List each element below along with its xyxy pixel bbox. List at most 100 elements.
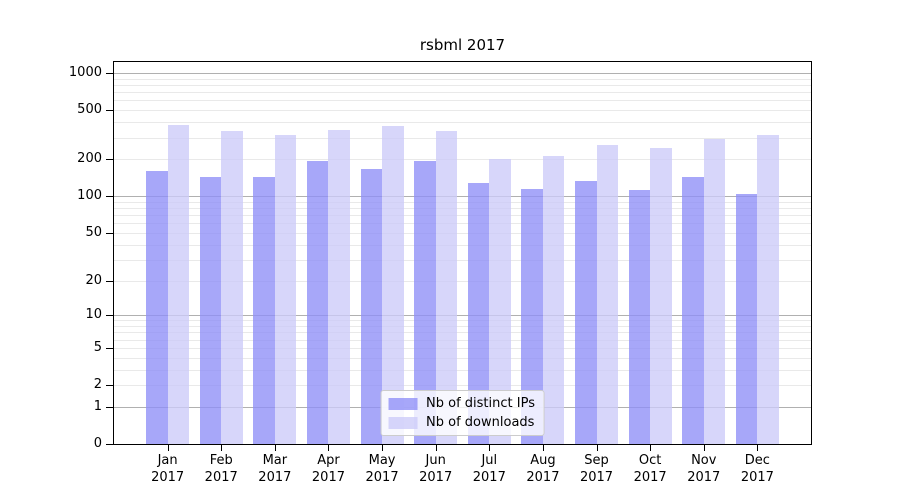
x-tick-mark-dec xyxy=(757,445,759,451)
y-tick-mark-0 xyxy=(106,444,113,445)
y-tick-mark-1 xyxy=(106,406,113,408)
gridline-500 xyxy=(114,110,811,112)
bar-ips-apr xyxy=(307,160,329,444)
gridline-5 xyxy=(114,347,811,349)
legend: Nb of distinct IPs Nb of downloads xyxy=(380,390,545,436)
x-tick-label-aug: Aug 2017 xyxy=(526,453,560,485)
gridline-40 xyxy=(114,244,811,246)
legend-swatch-downloads xyxy=(388,416,418,429)
bar-ips-feb xyxy=(199,176,222,444)
y-tick-label-500: 500 xyxy=(77,102,102,118)
gridline-8 xyxy=(114,326,811,327)
legend-swatch-distinct-ips xyxy=(388,397,418,410)
bar-downloads-dec xyxy=(757,135,779,444)
chart-title: rsbml 2017 xyxy=(419,36,506,54)
y-tick-mark-20 xyxy=(106,280,113,282)
y-tick-mark-500 xyxy=(106,110,113,112)
y-tick-label-100: 100 xyxy=(77,188,102,204)
plot-area: Nb of distinct IPs Nb of downloads xyxy=(113,61,812,445)
x-tick-mark-oct xyxy=(650,445,652,451)
y-tick-mark-2 xyxy=(106,385,113,386)
x-tick-mark-mar xyxy=(274,445,276,451)
bar-ips-nov xyxy=(682,177,704,444)
gridline-9 xyxy=(114,320,811,322)
bar-ips-oct xyxy=(628,190,651,444)
gridline-900 xyxy=(114,78,811,80)
gridline-30 xyxy=(114,259,811,261)
x-tick-label-feb: Feb 2017 xyxy=(204,453,238,485)
legend-entry-downloads: Nb of downloads xyxy=(388,415,535,430)
gridline-700 xyxy=(114,92,811,94)
bar-ips-jan xyxy=(146,171,168,444)
y-tick-mark-200 xyxy=(106,159,113,161)
gridline-7 xyxy=(114,332,811,334)
bar-ips-jun xyxy=(414,160,436,444)
x-tick-label-apr: Apr 2017 xyxy=(311,453,345,485)
gridline-50 xyxy=(114,232,811,234)
x-tick-label-oct: Oct 2017 xyxy=(633,453,667,485)
gridline-400 xyxy=(114,122,811,124)
gridline-100 xyxy=(114,196,811,198)
bar-ips-aug xyxy=(521,188,543,444)
bar-downloads-oct xyxy=(650,148,672,444)
y-tick-label-10: 10 xyxy=(85,307,102,323)
gridline-80 xyxy=(114,208,811,210)
bar-downloads-jul xyxy=(489,159,511,444)
y-tick-label-50: 50 xyxy=(85,224,102,240)
y-tick-mark-5 xyxy=(106,347,113,349)
x-tick-label-nov: Nov 2017 xyxy=(687,453,721,485)
y-tick-label-1: 1 xyxy=(93,398,102,414)
bar-downloads-jan xyxy=(167,124,190,444)
y-tick-label-0: 0 xyxy=(93,436,102,451)
x-tick-label-dec: Dec 2017 xyxy=(740,453,774,485)
bar-downloads-may xyxy=(382,125,404,444)
bar-downloads-feb xyxy=(221,130,243,444)
legend-label-downloads: Nb of downloads xyxy=(426,415,535,430)
y-tick-mark-50 xyxy=(106,232,113,234)
gridline-2 xyxy=(114,385,811,386)
legend-label-distinct-ips: Nb of distinct IPs xyxy=(426,396,535,411)
y-tick-label-5: 5 xyxy=(93,339,102,355)
bar-downloads-jun xyxy=(435,131,458,444)
x-tick-mark-jun xyxy=(435,445,437,451)
x-tick-label-may: May 2017 xyxy=(365,453,399,485)
gridline-6 xyxy=(114,339,811,341)
legend-entry-distinct-ips: Nb of distinct IPs xyxy=(388,396,535,411)
y-tick-mark-100 xyxy=(106,196,113,198)
gridline-90 xyxy=(114,201,811,203)
y-tick-mark-10 xyxy=(106,315,113,317)
y-tick-label-1000: 1000 xyxy=(68,64,102,80)
gridline-200 xyxy=(114,159,811,161)
x-tick-mark-jul xyxy=(489,445,491,451)
x-tick-mark-jan xyxy=(167,445,169,451)
gridline-800 xyxy=(114,84,811,86)
bar-downloads-nov xyxy=(703,138,726,444)
x-tick-mark-may xyxy=(382,445,384,451)
x-tick-mark-sep xyxy=(596,445,598,451)
gridline-300 xyxy=(114,137,811,139)
gridline-3 xyxy=(114,369,811,371)
y-tick-label-2: 2 xyxy=(93,377,102,392)
bar-ips-dec xyxy=(735,194,758,444)
bar-ips-jul xyxy=(467,183,490,444)
gridline-600 xyxy=(114,100,811,102)
x-tick-label-jan: Jan 2017 xyxy=(151,453,185,485)
gridline-60 xyxy=(114,223,811,225)
x-tick-label-jul: Jul 2017 xyxy=(472,453,506,485)
x-tick-mark-nov xyxy=(703,445,705,451)
x-tick-mark-apr xyxy=(328,445,330,451)
y-tick-mark-1000 xyxy=(106,72,113,74)
gridline-10 xyxy=(114,315,811,317)
bar-downloads-apr xyxy=(328,130,350,444)
x-tick-label-mar: Mar 2017 xyxy=(258,453,292,485)
gridline-4 xyxy=(114,357,811,359)
bar-downloads-aug xyxy=(542,155,565,444)
bar-downloads-sep xyxy=(596,145,618,444)
gridline-1000 xyxy=(114,72,811,74)
x-tick-label-sep: Sep 2017 xyxy=(579,453,614,485)
bar-downloads-mar xyxy=(274,134,297,444)
y-tick-label-20: 20 xyxy=(85,272,102,288)
x-tick-label-jun: Jun 2017 xyxy=(419,453,453,485)
bar-ips-sep xyxy=(575,180,597,444)
